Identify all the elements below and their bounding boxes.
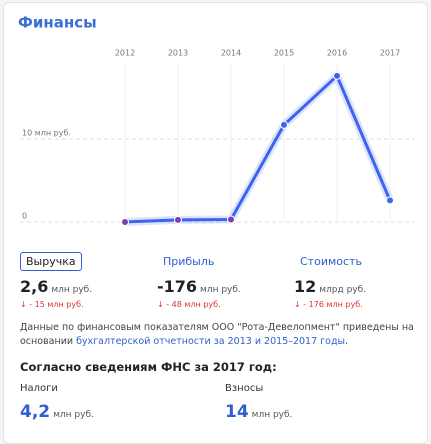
metric-change: ↓ - 176 млн руб. xyxy=(294,300,363,309)
x-tick-label: 2016 xyxy=(327,49,347,58)
x-tick-label: 2014 xyxy=(221,49,241,58)
chart: Финансы 0 10 млн руб. 2012 2013 2014 2015 2016… xyxy=(18,14,414,226)
metric-value: 12 млрд руб. xyxy=(294,277,367,296)
metric-change: ↓ - 15 млн руб. xyxy=(20,300,84,309)
line xyxy=(124,74,392,224)
metric-tab[interactable]: Стоимость xyxy=(300,255,362,268)
line-glow xyxy=(124,71,394,226)
x-tick-label: 2012 xyxy=(115,49,135,58)
point xyxy=(227,215,235,224)
point xyxy=(333,71,341,80)
fns-label: Взносы xyxy=(225,383,264,394)
page: Финансы 0 10 млн руб. 2012 2013 2014 2015 2016… xyxy=(3,2,428,444)
point xyxy=(386,196,394,205)
note-link[interactable]: бухгалтерской отчетности за 2013 и 2015–… xyxy=(76,336,346,347)
y-tick-label: 10 млн руб. xyxy=(22,129,71,138)
fns-unit: млн руб. xyxy=(53,410,94,420)
metric-unit: млрд руб. xyxy=(319,285,367,295)
fns-value: 14 млн руб. xyxy=(225,402,293,422)
y-tick-label: 0 xyxy=(22,212,27,221)
metric-value: -176 млн руб. xyxy=(157,277,241,296)
metric-value: 2,6 млн руб. xyxy=(20,277,93,296)
metric-tab[interactable]: Прибыль xyxy=(163,255,215,268)
fns-unit: млн руб. xyxy=(251,410,293,420)
fns-label: Налоги xyxy=(20,383,58,394)
point xyxy=(280,120,288,129)
finance-card: Финансы 0 10 млн руб. 2012 2013 2014 2015 2016… xyxy=(3,2,428,444)
x-tick-label: 2017 xyxy=(380,49,400,58)
point xyxy=(174,215,182,224)
metric-unit: млн руб. xyxy=(200,285,241,295)
x-tick-label: 2015 xyxy=(274,49,294,58)
note-text: Данные по финансовым показателям ООО "Ро… xyxy=(20,322,414,347)
fns-value: 4,2 млн руб. xyxy=(20,402,94,422)
metric-unit: млн руб. xyxy=(51,285,93,295)
chart-title: Финансы xyxy=(18,14,97,32)
metric-tab[interactable]: Выручка xyxy=(20,252,82,271)
note: Данные по финансовым показателям ООО "Ро… xyxy=(20,321,415,349)
x-tick-label: 2013 xyxy=(168,49,188,58)
metric: Выручка 2,6 млн руб. ↓ - 15 млн руб. xyxy=(20,250,150,309)
metric: Прибыль -176 млн руб. ↓ - 48 млн руб. xyxy=(157,250,287,309)
fns-item: Налоги 4,2 млн руб. xyxy=(20,383,94,422)
metric: Стоимость 12 млрд руб. ↓ - 176 млн руб. xyxy=(294,250,424,309)
metric-change: ↓ - 48 млн руб. xyxy=(157,300,221,309)
note-end: . xyxy=(345,336,349,347)
point xyxy=(121,218,129,226)
fns-title: Согласно сведениям ФНС за 2017 год: xyxy=(20,360,277,374)
fns-item: Взносы 14 млн руб. xyxy=(225,383,292,422)
